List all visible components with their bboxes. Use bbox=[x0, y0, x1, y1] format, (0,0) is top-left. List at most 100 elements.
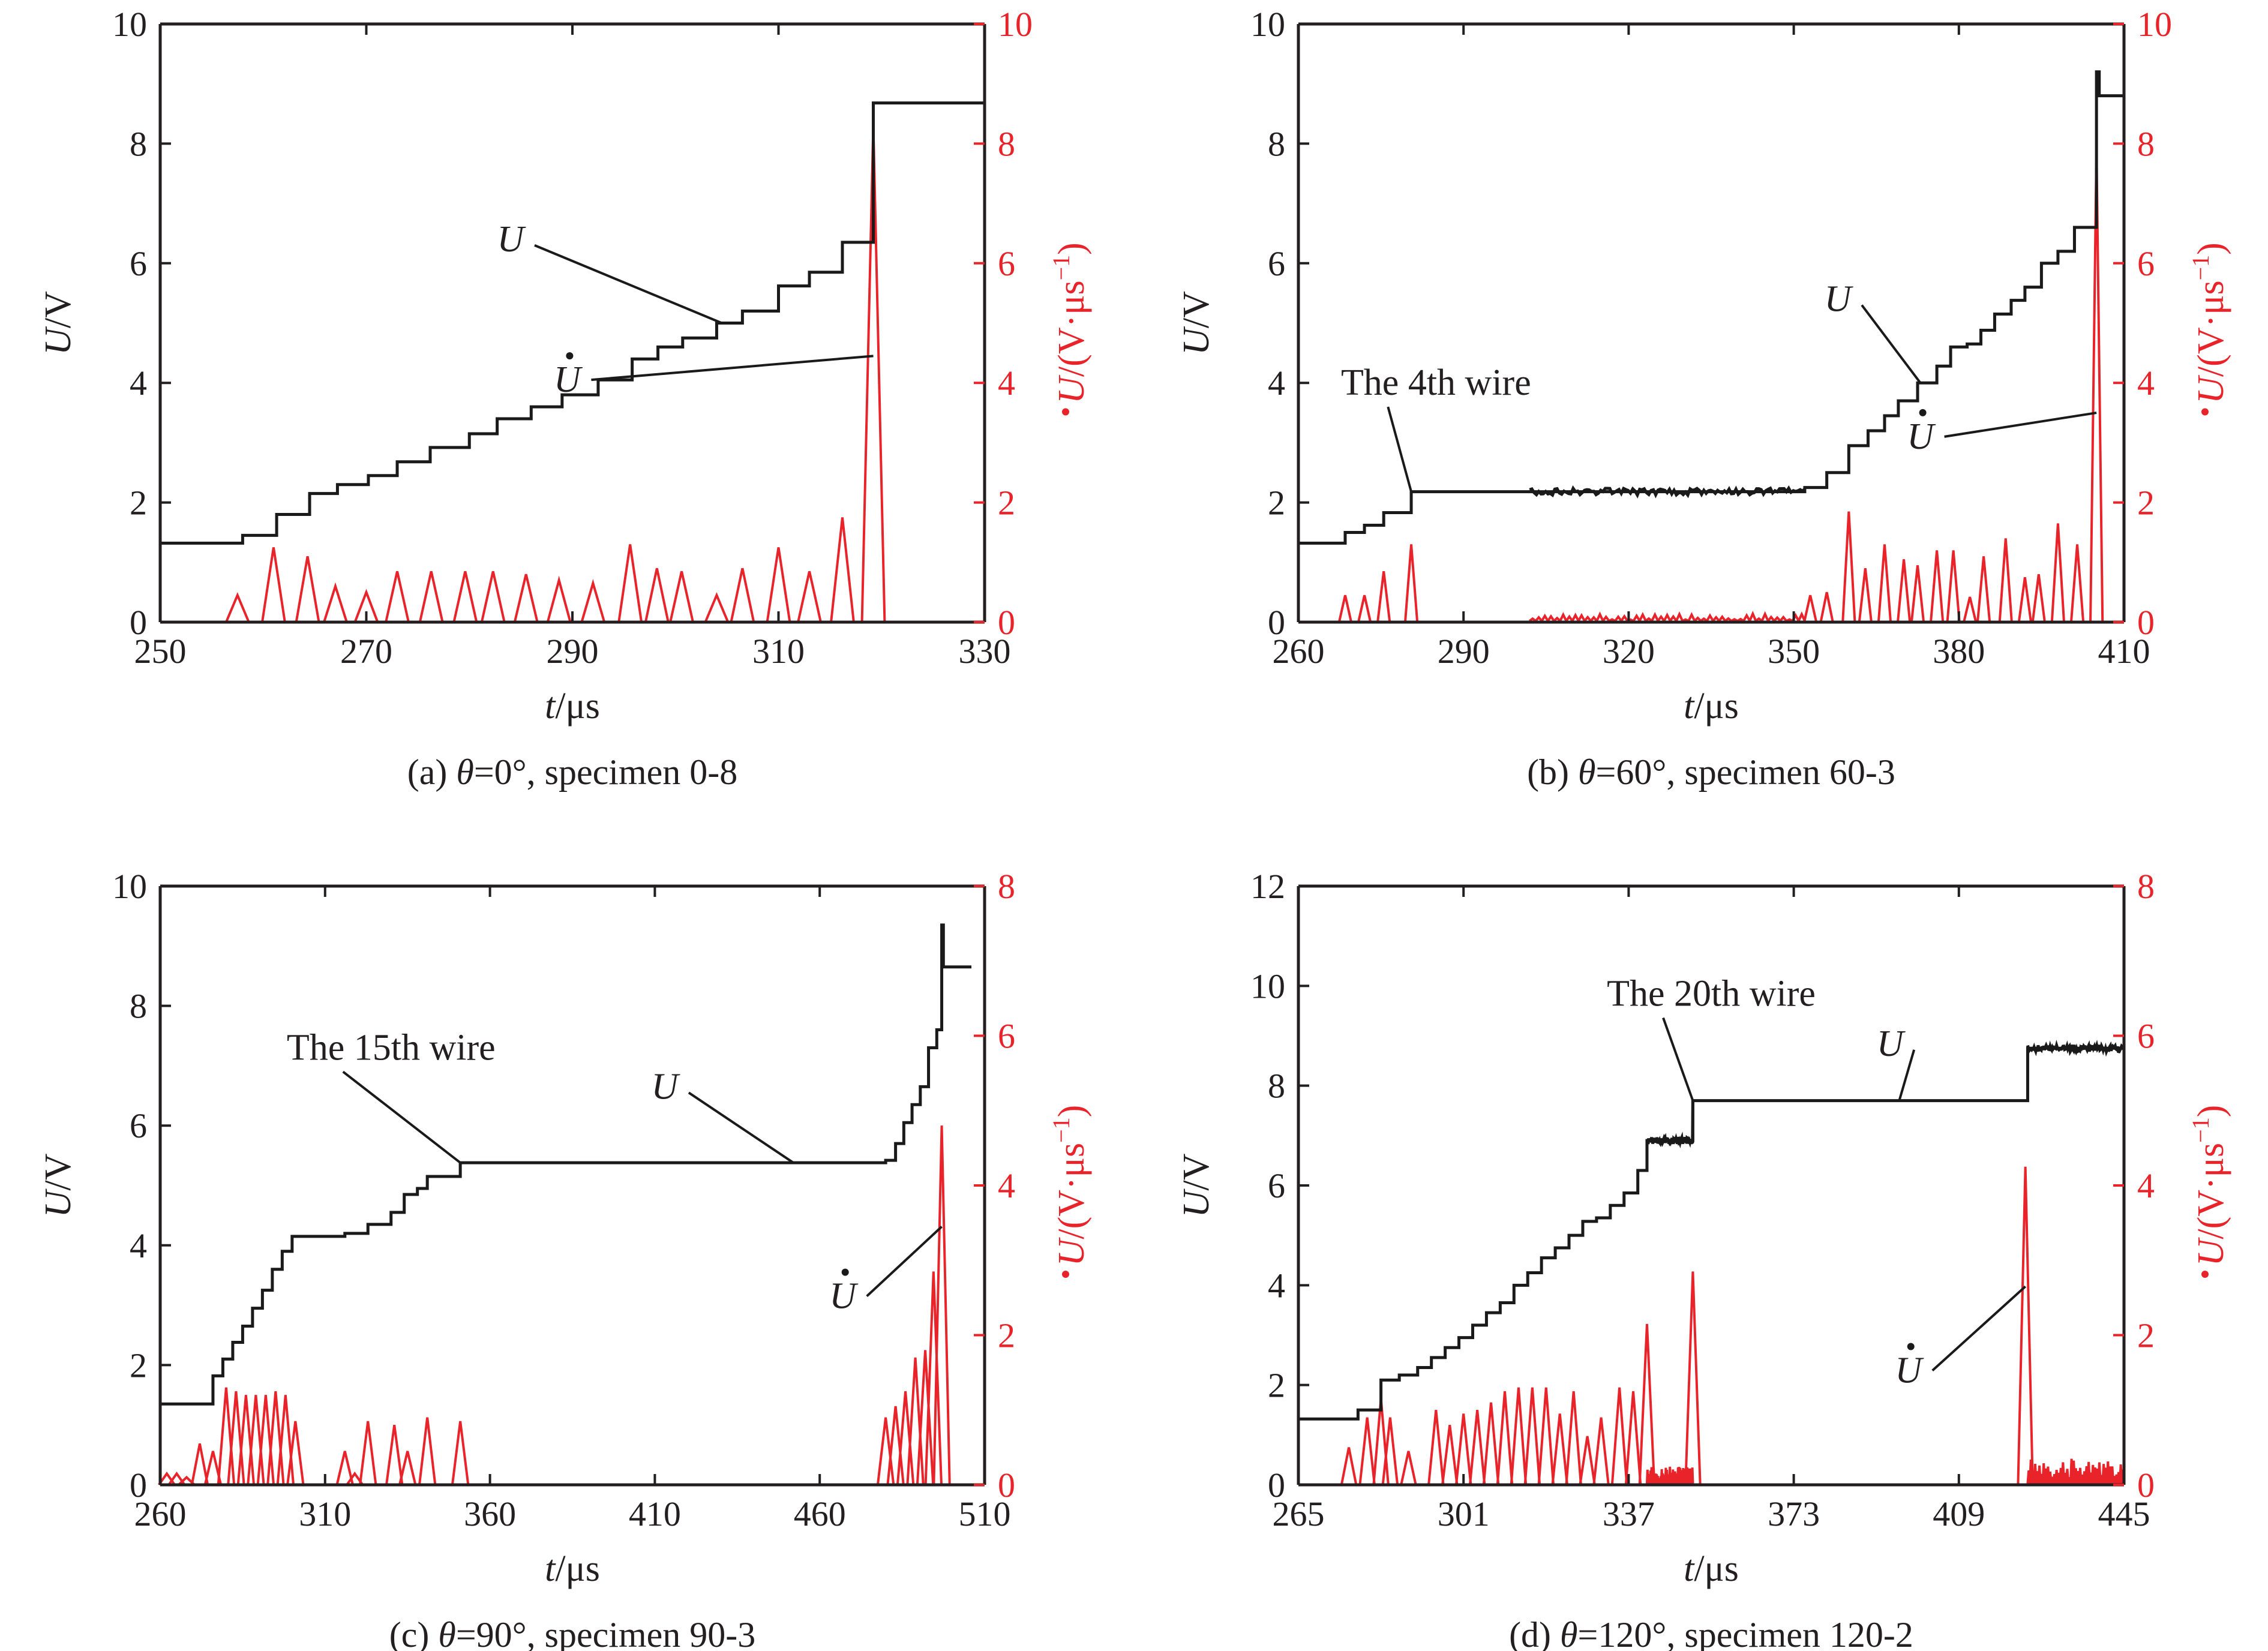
annotation-dot bbox=[1919, 409, 1927, 416]
u-dot-spike bbox=[1482, 1402, 1500, 1485]
u-dot-spike bbox=[546, 575, 572, 623]
u-dot-spike bbox=[1976, 556, 1991, 623]
u-dot-spike bbox=[1340, 1447, 1358, 1485]
x-tick-label: 360 bbox=[464, 1494, 516, 1533]
x-tick-label: 510 bbox=[959, 1494, 1011, 1533]
y2-axis-label-exp: −1 bbox=[1048, 255, 1075, 281]
u-dot-spike bbox=[669, 571, 694, 623]
u-dot-spike bbox=[353, 589, 379, 623]
caption-prefix: (b) bbox=[1527, 752, 1578, 792]
y2-axis-label-var: U bbox=[2191, 374, 2231, 404]
u-dot-spike bbox=[1454, 1413, 1472, 1485]
u-dot-spike bbox=[580, 579, 606, 623]
u-dot-spike bbox=[295, 556, 320, 623]
u-dot-spike bbox=[830, 517, 855, 623]
y-tick-label: 4 bbox=[130, 364, 147, 403]
y2-tick-label: 4 bbox=[998, 364, 1015, 403]
u-dot-spike bbox=[286, 1421, 305, 1485]
chart-panel-c: 260 310 360 410 460 510024681002468t/μsU/VU/(… bbox=[38, 867, 1092, 1651]
y2-axis-label-var: U bbox=[2191, 1236, 2231, 1266]
y-tick-label: 10 bbox=[1250, 966, 1285, 1005]
u-annotation: U bbox=[1825, 279, 1854, 320]
y-axis-label-var: U bbox=[1176, 326, 1217, 355]
caption-text: =90°, specimen 90-3 bbox=[456, 1615, 755, 1651]
x-tick-label: 260 bbox=[134, 1494, 187, 1533]
y2-axis-label-var: U bbox=[1051, 374, 1092, 404]
u-dot-spike bbox=[190, 1443, 209, 1485]
panel-caption: (b) θ=60°, specimen 60-3 bbox=[1527, 752, 1895, 792]
y-tick-label: 0 bbox=[1268, 603, 1285, 642]
caption-theta: θ bbox=[438, 1615, 455, 1651]
caption-prefix: (a) bbox=[407, 752, 457, 792]
chart-panel-a: 250 270 290 310 33002468100246810t/μsU/VU/(V… bbox=[38, 5, 1092, 792]
y-tick-label: 2 bbox=[130, 1346, 147, 1385]
u-dot-noise bbox=[2026, 1458, 2125, 1484]
u-dot-spike bbox=[1358, 1417, 1376, 1485]
x-tick-label: 260 bbox=[1273, 632, 1325, 671]
y2-tick-label: 8 bbox=[998, 867, 1015, 906]
u-dot-spike bbox=[335, 1451, 354, 1485]
x-tick-label: 310 bbox=[299, 1494, 351, 1533]
y-tick-label: 8 bbox=[130, 124, 147, 163]
u-dot-spike bbox=[480, 571, 506, 623]
annotation-dot bbox=[566, 352, 574, 360]
y2-axis-label: U/(V·μs−1) bbox=[1048, 1105, 1092, 1266]
u-dot-spike bbox=[261, 547, 286, 623]
y2-tick-label: 8 bbox=[2137, 124, 2155, 163]
x-tick-label: 330 bbox=[959, 632, 1011, 671]
y2-axis-label-exp: −1 bbox=[2187, 255, 2214, 281]
x-tick-label: 337 bbox=[1603, 1494, 1655, 1533]
chart-panel-d: 265 301 337 373 409 44502468101202468t/μsU/VU… bbox=[1176, 867, 2231, 1651]
x-tick-label: 460 bbox=[794, 1494, 846, 1533]
u-dot-spike bbox=[1427, 1410, 1445, 1485]
u-dot-series bbox=[158, 1125, 951, 1486]
caption-text: =120°, specimen 120-2 bbox=[1578, 1615, 1913, 1651]
annotation-leader bbox=[866, 1226, 943, 1298]
x-tick-label: 290 bbox=[547, 632, 599, 671]
annotation-var: U bbox=[1895, 1350, 1924, 1391]
x-axis-label-var: t bbox=[1684, 686, 1695, 727]
y-axis-label-var: U bbox=[38, 326, 79, 355]
x-tick-label: 290 bbox=[1438, 632, 1490, 671]
x-axis-label: t/μs bbox=[1684, 1548, 1739, 1589]
u-dot-spike bbox=[1523, 1387, 1541, 1485]
u-dot-spike bbox=[1877, 544, 1892, 623]
u-dot-spike bbox=[1819, 592, 1834, 623]
u-dot-spike bbox=[385, 1424, 404, 1485]
y2-axis-label-var: U bbox=[1051, 1236, 1092, 1266]
annotation-leader bbox=[688, 1091, 794, 1164]
y-axis-label-unit: /V bbox=[38, 291, 79, 328]
u-dot-annotation: U bbox=[554, 359, 583, 400]
annotation-leader bbox=[1387, 406, 1412, 493]
wire-annotation: The 4th wire bbox=[1341, 362, 1531, 403]
u-dot-spike bbox=[1537, 1387, 1555, 1485]
y2-axis-label-dot bbox=[1062, 1271, 1069, 1278]
annotation-leader bbox=[1861, 304, 1922, 384]
u-series-line bbox=[160, 101, 985, 545]
u-dot-spike bbox=[225, 592, 250, 623]
u-dot-spike bbox=[418, 571, 444, 623]
u-dot-spike bbox=[1372, 1398, 1390, 1485]
x-tick-label: 310 bbox=[752, 632, 805, 671]
x-axis-label: t/μs bbox=[545, 686, 600, 727]
y2-tick-label: 2 bbox=[998, 1316, 1015, 1355]
u-annotation: U bbox=[497, 219, 527, 260]
x-axis-label-unit: /μs bbox=[555, 1548, 600, 1589]
y2-tick-label: 2 bbox=[998, 484, 1015, 523]
u-series-noise bbox=[1529, 485, 1806, 499]
y-tick-label: 10 bbox=[112, 867, 147, 906]
u-dot-noise bbox=[1529, 610, 1806, 624]
u-dot-spike bbox=[418, 1417, 437, 1485]
panel-caption: (a) θ=0°, specimen 0-8 bbox=[407, 752, 737, 792]
y2-tick-label: 8 bbox=[998, 124, 1015, 163]
u-dot-spike bbox=[644, 568, 670, 623]
y2-axis-label-dot bbox=[2201, 408, 2209, 416]
u-dot-spike bbox=[1376, 571, 1391, 623]
u-dot-spike bbox=[1403, 544, 1419, 623]
caption-text: =60°, specimen 60-3 bbox=[1596, 752, 1895, 792]
annotation-var: U bbox=[1877, 1023, 1906, 1064]
y2-axis-label-close: ) bbox=[1051, 242, 1092, 255]
y2-tick-label: 2 bbox=[2137, 484, 2155, 523]
x-tick-label: 409 bbox=[1933, 1494, 1985, 1533]
annotation-leader bbox=[1944, 412, 2097, 438]
